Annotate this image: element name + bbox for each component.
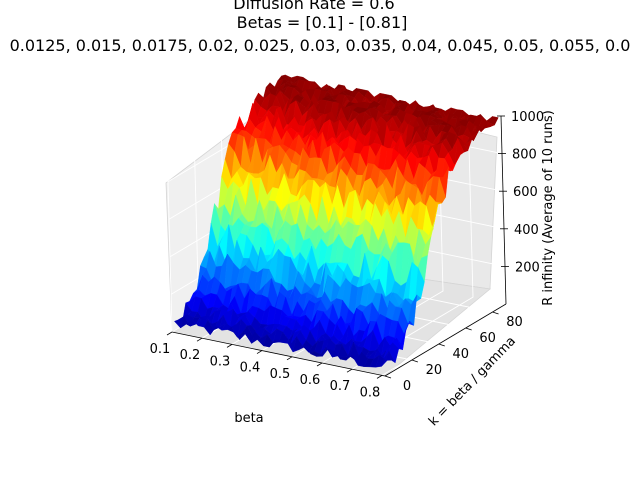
surface-patch (381, 359, 392, 367)
z-axis-label: R infinity (Average of 10 runs) (541, 110, 556, 306)
y-tick-mark (384, 375, 392, 379)
x-tick-label: 0.5 (270, 367, 291, 382)
y-axis-line (384, 303, 507, 377)
x-tick-label: 0.3 (210, 354, 231, 369)
y-tick-label: 0 (403, 379, 411, 394)
y-tick-mark (438, 343, 445, 347)
axes: 0.1 0.2 0.3 0.4 0.5 0.6 0.7 0.8 0 20 40 60 80 200 400 6… (150, 110, 544, 400)
x-tick-label: 0.7 (330, 379, 351, 394)
x-tick-label: 0.6 (300, 373, 321, 388)
y-tick-label: 60 (479, 331, 496, 346)
y-tick-label: 20 (426, 363, 443, 378)
x-tick-mark (376, 375, 383, 379)
x-tick-mark (256, 350, 263, 354)
x-tick-mark (226, 344, 233, 348)
y-tick-label: 80 (506, 315, 523, 330)
title-line-1: Diffusion Rate = 0.6 (233, 0, 394, 13)
x-tick-label: 0.2 (180, 348, 201, 363)
z-tick-label: 800 (512, 148, 537, 163)
z-tick-label: 1000 (511, 110, 544, 125)
x-tick-mark (316, 362, 323, 367)
x-tick-mark (166, 331, 173, 336)
z-axis-line (500, 115, 507, 305)
x-tick-mark (346, 368, 353, 373)
y-tick-mark (492, 311, 499, 315)
x-axis-line (171, 331, 386, 377)
x-axis-label: beta (234, 411, 263, 426)
x-tick-label: 0.8 (360, 385, 381, 400)
surface-plot (174, 74, 499, 368)
x-tick-mark (196, 337, 203, 342)
x-tick-label: 0.4 (240, 361, 261, 376)
y-tick-label: 40 (453, 347, 470, 362)
y-tick-mark (411, 359, 419, 363)
title-line-2: Betas = [0.1] - [0.81] (237, 13, 408, 32)
z-tick-label: 200 (515, 260, 540, 275)
x-tick-mark (286, 356, 293, 361)
y-axis-label: k = beta / gamma (426, 334, 519, 429)
y-tick-mark (465, 327, 472, 331)
title-line-3: 0.0125, 0.015, 0.0175, 0.02, 0.025, 0.03… (10, 36, 631, 55)
z-tick-label: 600 (513, 185, 538, 200)
z-tick-label: 400 (514, 223, 539, 238)
x-tick-label: 0.1 (150, 342, 171, 357)
